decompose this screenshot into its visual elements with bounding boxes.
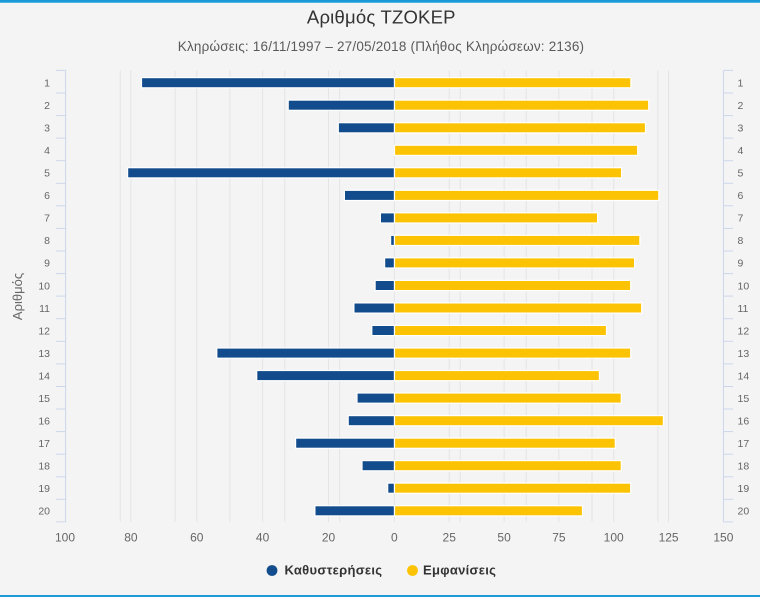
svg-text:17: 17: [738, 438, 750, 450]
svg-text:1: 1: [738, 78, 744, 90]
svg-text:18: 18: [38, 461, 50, 473]
svg-text:Κληρώσεις: 16/11/1997 – 27/05/: Κληρώσεις: 16/11/1997 – 27/05/2018 (Πλήθ…: [178, 39, 584, 54]
svg-text:9: 9: [738, 258, 744, 270]
svg-text:4: 4: [738, 145, 744, 157]
svg-text:10: 10: [738, 280, 750, 292]
svg-text:18: 18: [738, 461, 750, 473]
svg-text:Εμφανίσεις: Εμφανίσεις: [423, 563, 496, 578]
svg-text:14: 14: [38, 370, 50, 382]
svg-text:125: 125: [659, 530, 679, 544]
svg-text:7: 7: [738, 213, 744, 225]
svg-text:19: 19: [38, 483, 50, 495]
svg-text:11: 11: [39, 303, 50, 315]
svg-text:40: 40: [256, 530, 270, 544]
svg-text:17: 17: [38, 438, 50, 450]
svg-text:11: 11: [738, 303, 749, 315]
svg-text:19: 19: [738, 483, 750, 495]
svg-text:10: 10: [38, 280, 50, 292]
svg-text:20: 20: [322, 530, 336, 544]
svg-text:75: 75: [552, 530, 566, 544]
svg-text:60: 60: [190, 530, 204, 544]
svg-text:25: 25: [443, 530, 457, 544]
svg-text:100: 100: [604, 530, 624, 544]
svg-text:15: 15: [38, 393, 50, 405]
svg-text:150: 150: [713, 530, 733, 544]
svg-text:80: 80: [124, 530, 138, 544]
svg-text:9: 9: [44, 258, 50, 270]
svg-text:13: 13: [38, 348, 50, 360]
svg-text:15: 15: [738, 393, 750, 405]
svg-text:6: 6: [738, 190, 744, 202]
svg-text:Αριθμός ΤΖΟΚΕΡ: Αριθμός ΤΖΟΚΕΡ: [307, 6, 456, 27]
svg-text:3: 3: [738, 123, 744, 135]
svg-text:5: 5: [738, 168, 744, 180]
svg-text:1: 1: [44, 78, 50, 90]
svg-text:Καθυστερήσεις: Καθυστερήσεις: [285, 563, 383, 578]
svg-text:Αριθμός: Αριθμός: [10, 273, 25, 320]
svg-text:12: 12: [38, 325, 50, 337]
svg-text:13: 13: [738, 348, 750, 360]
svg-text:8: 8: [738, 235, 744, 247]
svg-text:3: 3: [44, 123, 50, 135]
svg-text:5: 5: [44, 168, 50, 180]
svg-text:8: 8: [44, 235, 50, 247]
svg-text:2: 2: [44, 100, 50, 112]
svg-text:20: 20: [738, 506, 750, 518]
svg-text:4: 4: [44, 145, 50, 157]
svg-text:16: 16: [38, 416, 50, 428]
svg-text:6: 6: [44, 190, 50, 202]
svg-text:50: 50: [497, 530, 511, 544]
svg-text:16: 16: [738, 416, 750, 428]
svg-text:2: 2: [738, 100, 744, 112]
svg-text:12: 12: [738, 325, 750, 337]
svg-text:100: 100: [55, 530, 75, 544]
svg-text:0: 0: [391, 530, 398, 544]
svg-text:20: 20: [38, 506, 50, 518]
svg-text:14: 14: [738, 370, 750, 382]
svg-text:7: 7: [44, 213, 50, 225]
